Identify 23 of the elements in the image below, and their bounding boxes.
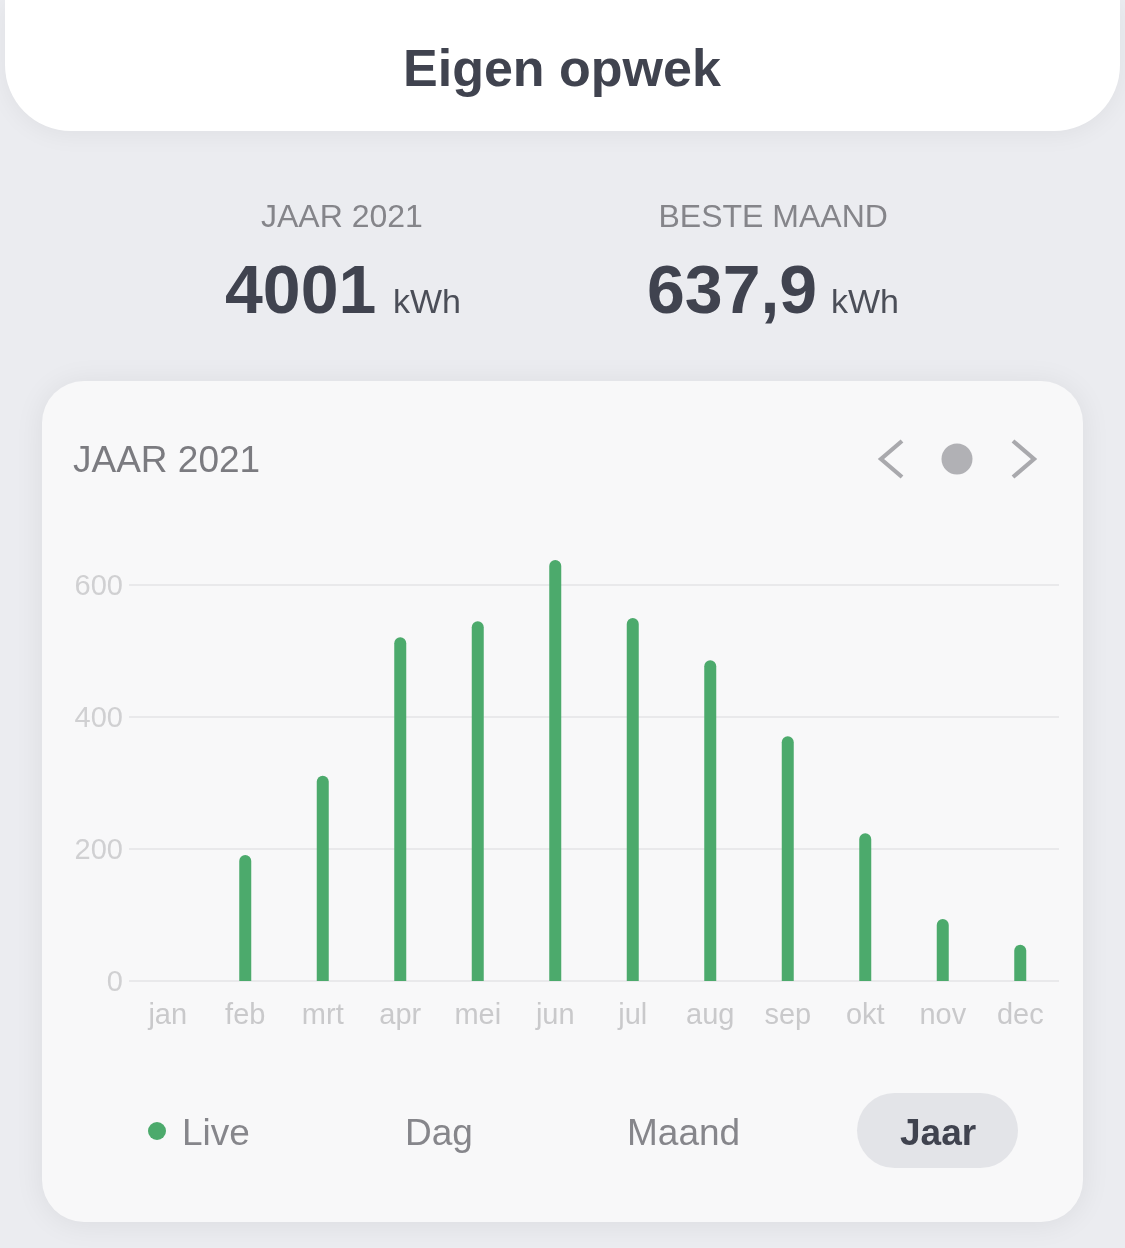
text: JAAR 2021	[261, 197, 423, 234]
text: Maand	[627, 1111, 741, 1153]
text: 637,9	[647, 251, 818, 328]
text: Jaar	[900, 1111, 977, 1153]
bar	[316, 775, 329, 981]
bar	[704, 660, 717, 981]
text: Live	[182, 1111, 250, 1153]
text: Dag	[405, 1111, 473, 1153]
text: BESTE MAAND	[658, 197, 888, 234]
bar	[781, 736, 794, 981]
bar	[549, 559, 562, 981]
bar	[626, 618, 639, 981]
chart-title: Eigen opwek	[403, 38, 721, 97]
bar	[936, 918, 949, 981]
bar	[859, 833, 872, 981]
chart-subtitle: JAAR 2021	[73, 438, 261, 480]
bar	[394, 637, 407, 981]
text: kWh	[831, 282, 899, 321]
text: kWh	[393, 282, 461, 321]
bar	[471, 621, 484, 981]
bar	[1014, 944, 1027, 981]
bar	[239, 854, 252, 981]
text: 4001	[225, 251, 377, 328]
